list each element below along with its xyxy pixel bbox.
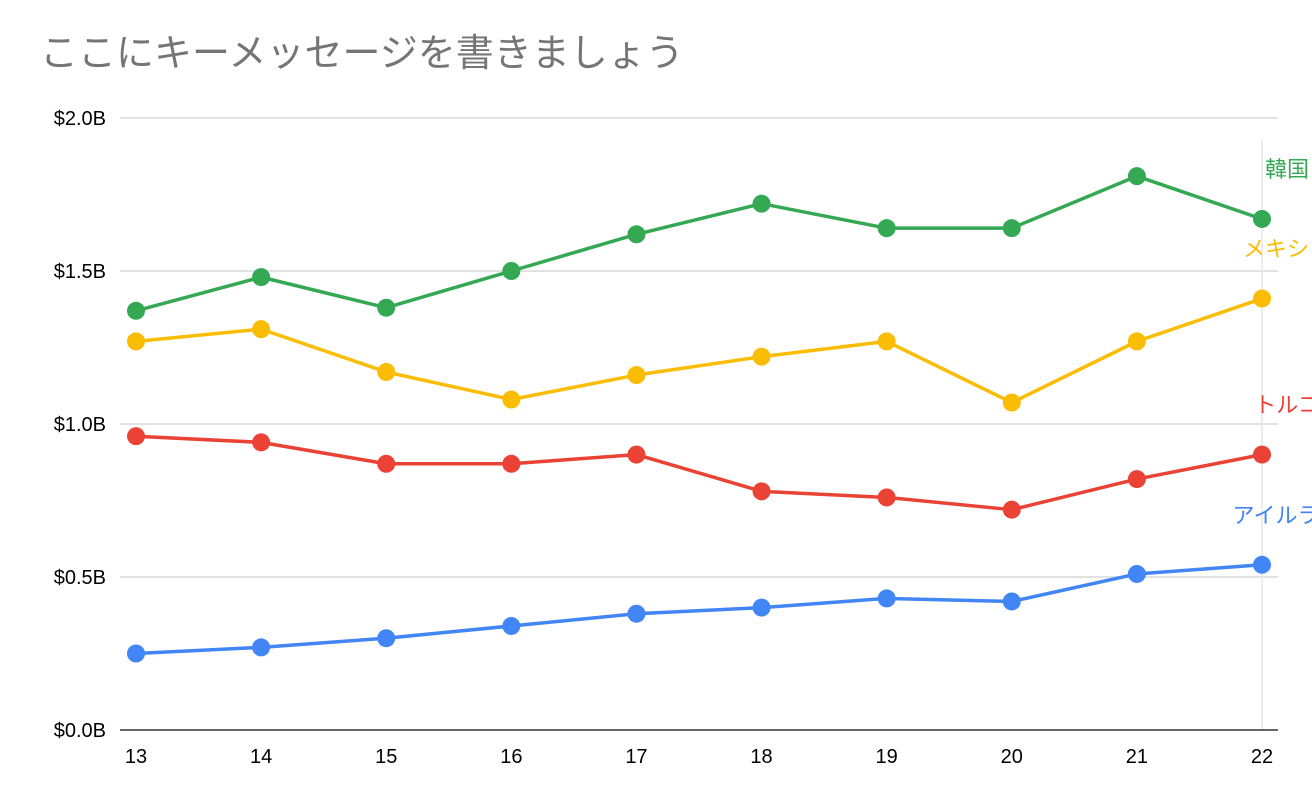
data-point [627, 445, 646, 464]
data-point [252, 320, 271, 339]
data-point [877, 589, 896, 608]
series-2: トルコ [127, 394, 1312, 519]
x-tick-label: 16 [500, 746, 522, 768]
data-point [1253, 555, 1271, 574]
series-line [135, 563, 1263, 656]
data-point [877, 219, 896, 238]
data-point [877, 488, 896, 507]
series-0: 韓国 [127, 158, 1309, 320]
data-point [502, 616, 521, 635]
series-label: アイルラン [1233, 504, 1312, 529]
data-point [377, 362, 396, 381]
data-point [1002, 393, 1021, 412]
y-tick-label: $1.0B [54, 414, 106, 436]
data-point [502, 390, 521, 409]
data-point [252, 638, 271, 657]
series-label: メキシコ [1243, 238, 1312, 263]
data-point [1127, 167, 1146, 186]
data-point [502, 454, 521, 473]
data-point [877, 332, 896, 351]
data-point [752, 598, 771, 617]
series-label: トルコ [1254, 394, 1312, 419]
x-tick-label: 21 [1126, 746, 1148, 768]
y-tick-label: $0.0B [54, 720, 106, 742]
data-point [1253, 289, 1271, 308]
data-point [627, 366, 646, 385]
data-point [1127, 470, 1146, 489]
x-tick-label: 17 [625, 746, 647, 768]
x-tick-label: 18 [750, 746, 772, 768]
data-point [1253, 445, 1271, 464]
data-point [377, 298, 396, 317]
data-point [627, 225, 646, 244]
x-tick-label: 22 [1251, 746, 1273, 768]
series-1: メキシコ [127, 238, 1312, 412]
data-point [627, 604, 646, 623]
x-tick-label: 13 [125, 746, 147, 768]
data-point [752, 347, 771, 366]
x-tick-label: 14 [250, 746, 272, 768]
data-point [1002, 500, 1021, 519]
series-label: 韓国 [1265, 158, 1309, 183]
data-point [127, 301, 145, 320]
series-line [135, 174, 1263, 313]
data-point [752, 194, 771, 213]
data-point [127, 644, 145, 663]
series-3: アイルラン [127, 504, 1312, 663]
y-tick-label: $1.5B [54, 261, 106, 283]
data-point [1127, 332, 1146, 351]
data-point [252, 268, 271, 287]
x-tick-label: 19 [876, 746, 898, 768]
data-point [252, 433, 271, 452]
data-point [127, 332, 145, 351]
data-point [1002, 219, 1021, 238]
x-tick-label: 20 [1001, 746, 1023, 768]
y-tick-label: $0.5B [54, 567, 106, 589]
data-point [127, 427, 145, 446]
data-point [377, 454, 396, 473]
series-line [135, 434, 1263, 512]
series-line [135, 296, 1263, 405]
data-point [377, 629, 396, 648]
data-point [1253, 209, 1271, 228]
x-tick-label: 15 [375, 746, 397, 768]
data-point [502, 262, 521, 280]
data-point [752, 482, 771, 501]
chart-title: ここにキーメッセージを書きましょう [40, 31, 684, 75]
data-point [1127, 564, 1146, 583]
y-tick-label: $2.0B [54, 108, 106, 130]
data-point [1002, 592, 1021, 611]
